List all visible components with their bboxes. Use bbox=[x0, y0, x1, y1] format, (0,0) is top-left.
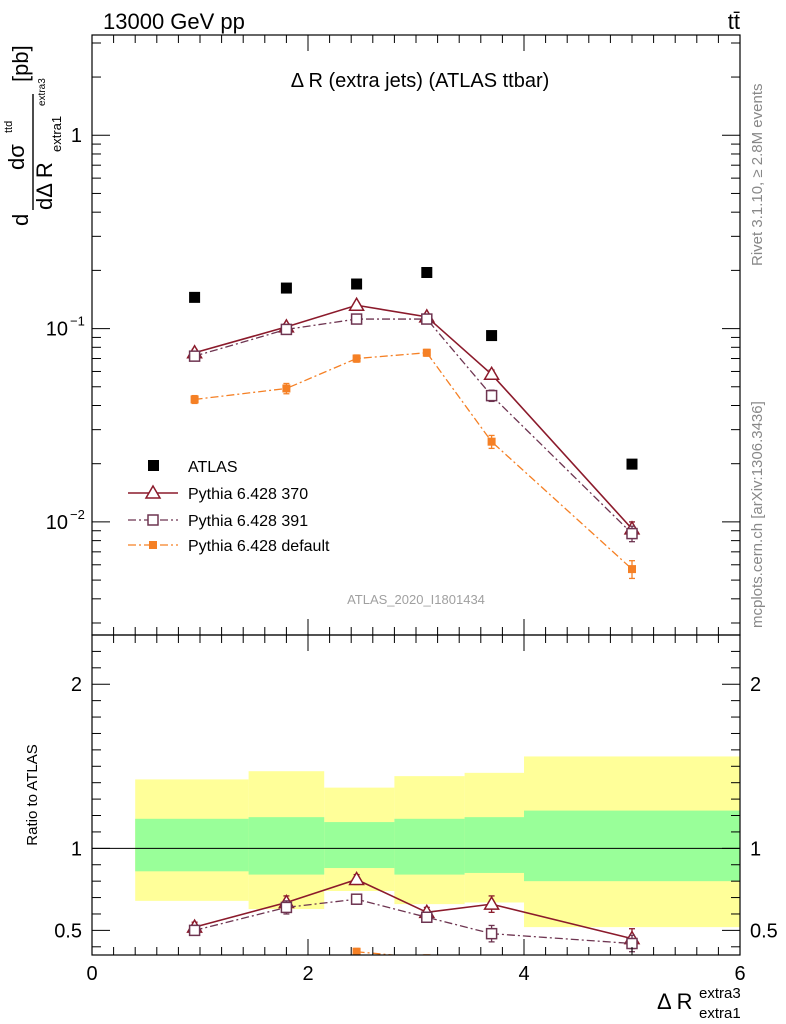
ratio-point-pythia-6-428-391 bbox=[421, 911, 433, 924]
legend-marker-default bbox=[149, 541, 157, 549]
ratio-y-tick-label-right: 1 bbox=[750, 838, 761, 860]
ratio-y-tick-label-right: 2 bbox=[750, 674, 761, 696]
ratio-band-green bbox=[524, 810, 740, 882]
main-point-pythia-6-428-default bbox=[422, 348, 431, 357]
svg-text:extra1: extra1 bbox=[49, 116, 64, 152]
svg-text:dσ: dσ bbox=[4, 144, 29, 170]
svg-text:dΔ R: dΔ R bbox=[32, 162, 57, 210]
main-point-atlas bbox=[351, 278, 363, 290]
main-point-pythia-6-428-391 bbox=[280, 323, 293, 336]
main-point-pythia-6-428-default bbox=[190, 395, 199, 404]
main-point-pythia-6-428-391 bbox=[485, 389, 498, 402]
main-y-tick-exponent: −1 bbox=[70, 314, 85, 329]
svg-text:ttd: ttd bbox=[3, 121, 15, 133]
ratio-panel-ticks: 0.5 0.5 1 1 2 2 0 2 4 6 bbox=[54, 634, 778, 985]
main-point-pythia-6-428-370 bbox=[483, 365, 500, 381]
main-point-pythia-6-428-370 bbox=[348, 296, 365, 312]
ratio-point-pythia-6-428-370 bbox=[348, 871, 365, 886]
ratio-y-tick-label: 0.5 bbox=[54, 920, 82, 942]
svg-text:d: d bbox=[8, 214, 33, 226]
legend-marker-370 bbox=[144, 484, 162, 499]
main-point-pythia-6-428-default bbox=[282, 384, 291, 393]
main-panel-ticks: 110−110−2 bbox=[46, 35, 741, 635]
main-y-tick-label: 10 bbox=[46, 512, 68, 534]
beam-label: 13000 GeV pp bbox=[103, 9, 245, 34]
main-line-pythia-6-428-370 bbox=[194, 304, 633, 530]
ratio-point-pythia-6-428-370 bbox=[483, 895, 500, 910]
ratio-point-pythia-6-428-391 bbox=[188, 924, 201, 937]
main-point-pythia-6-428-default bbox=[352, 354, 361, 363]
ratio-band-green bbox=[324, 822, 395, 869]
ratio-band-green bbox=[248, 817, 325, 875]
main-panel-series bbox=[186, 266, 641, 580]
main-point-pythia-6-428-default bbox=[487, 437, 496, 446]
ratio-panel-bands bbox=[92, 756, 740, 928]
legend-label-391: Pythia 6.428 391 bbox=[188, 513, 308, 530]
main-point-atlas bbox=[280, 282, 292, 294]
x-axis-label: Δ R extra3 extra1 bbox=[657, 985, 741, 1022]
x-tick-label: 4 bbox=[518, 963, 529, 985]
process-label: tt̄ bbox=[728, 9, 740, 34]
analysis-watermark: ATLAS_2020_I1801434 bbox=[347, 592, 485, 607]
rivet-version-label: Rivet 3.1.10, ≥ 2.8M events bbox=[749, 84, 766, 267]
ratio-y-axis-label: Ratio to ATLAS bbox=[24, 744, 41, 845]
main-line-pythia-6-428-default bbox=[194, 352, 633, 570]
svg-text:extra1: extra1 bbox=[699, 1005, 741, 1022]
main-y-axis-label: d dσ ttd dΔ R extra1 extra3 [pb] bbox=[3, 45, 64, 226]
main-point-atlas bbox=[189, 291, 201, 303]
main-point-atlas bbox=[486, 330, 498, 342]
ratio-band-green bbox=[394, 818, 465, 875]
legend: ATLAS Pythia 6.428 370 Pythia 6.428 391 … bbox=[128, 459, 330, 555]
main-point-atlas bbox=[421, 266, 433, 278]
main-point-pythia-6-428-391 bbox=[350, 313, 363, 325]
ratio-y-tick-label-right: 0.5 bbox=[750, 920, 778, 942]
mcplots-reference-label: mcplots.cern.ch [arXiv:1306.3436] bbox=[749, 401, 766, 628]
legend-label-default: Pythia 6.428 default bbox=[188, 538, 330, 555]
ratio-line-pythia-6-428-370 bbox=[194, 878, 633, 940]
legend-marker-391 bbox=[147, 514, 159, 526]
main-y-tick-exponent: −2 bbox=[70, 507, 85, 522]
svg-text:Δ R: Δ R bbox=[657, 989, 692, 1014]
svg-text:extra3: extra3 bbox=[699, 985, 741, 1002]
legend-label-atlas: ATLAS bbox=[188, 459, 238, 476]
legend-label-370: Pythia 6.428 370 bbox=[188, 486, 308, 503]
main-line-pythia-6-428-391 bbox=[194, 318, 633, 535]
svg-text:[pb]: [pb] bbox=[8, 45, 33, 82]
main-point-pythia-6-428-default bbox=[628, 565, 636, 574]
x-tick-label: 0 bbox=[86, 963, 97, 985]
ratio-point-pythia-6-428-391 bbox=[485, 927, 498, 940]
x-tick-label: 6 bbox=[734, 963, 745, 985]
ratio-band-green bbox=[464, 817, 524, 873]
x-tick-label: 2 bbox=[302, 963, 313, 985]
main-point-pythia-6-428-391 bbox=[626, 527, 638, 540]
plot-title: Δ R (extra jets) (ATLAS ttbar) bbox=[291, 70, 550, 92]
main-y-tick-label: 1 bbox=[71, 125, 82, 147]
ratio-point-pythia-6-428-default bbox=[352, 947, 361, 955]
ratio-line-pythia-6-428-default bbox=[356, 951, 399, 955]
main-point-atlas bbox=[626, 458, 638, 470]
ratio-y-tick-label: 1 bbox=[71, 838, 82, 860]
main-y-tick-label: 10 bbox=[46, 319, 68, 341]
ratio-point-pythia-6-428-391 bbox=[350, 893, 363, 905]
ratio-point-pythia-6-428-391 bbox=[280, 901, 293, 914]
main-point-pythia-6-428-391 bbox=[188, 350, 201, 362]
main-point-pythia-6-428-391 bbox=[421, 313, 433, 325]
svg-text:extra3: extra3 bbox=[37, 78, 48, 106]
ratio-y-tick-label: 2 bbox=[71, 674, 82, 696]
ratio-panel-series bbox=[186, 871, 641, 955]
legend-marker-atlas bbox=[148, 460, 159, 471]
ratio-band-green bbox=[135, 818, 249, 872]
